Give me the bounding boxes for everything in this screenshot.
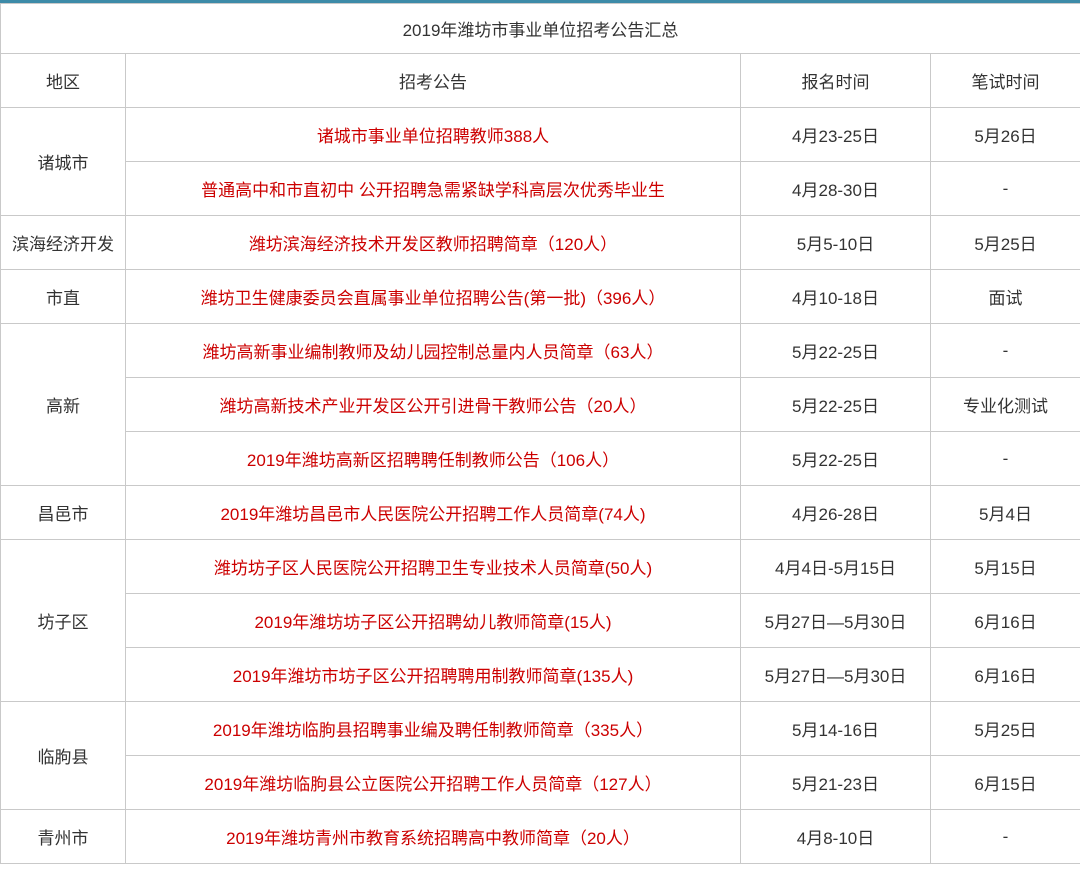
signup-date-cell: 5月14-16日 — [741, 702, 931, 756]
table-row: 2019年潍坊市坊子区公开招聘聘用制教师简章(135人) 5月27日—5月30日6… — [1, 648, 1080, 702]
notice-link[interactable]: 2019年潍坊临朐县招聘事业编及聘任制教师简章（335人） — [213, 721, 653, 740]
signup-date-cell: 4月23-25日 — [741, 108, 931, 162]
notice-link[interactable]: 普通高中和市直初中 公开招聘急需紧缺学科高层次优秀毕业生 — [201, 181, 665, 200]
region-cell: 青州市 — [1, 810, 126, 864]
notice-cell: 诸城市事业单位招聘教师388人 — [126, 108, 741, 162]
notice-link[interactable]: 2019年潍坊青州市教育系统招聘高中教师简章（20人） — [226, 829, 640, 848]
table-row: 高新潍坊高新事业编制教师及幼儿园控制总量内人员简章（63人）5月22-25日- — [1, 324, 1080, 378]
exam-date-cell: 6月16日 — [931, 594, 1080, 648]
signup-date-cell: 5月27日—5月30日 — [741, 648, 931, 702]
notice-cell: 2019年潍坊昌邑市人民医院公开招聘工作人员简章(74人) — [126, 486, 741, 540]
exam-date-cell: - — [931, 432, 1080, 486]
notice-cell: 2019年潍坊市坊子区公开招聘聘用制教师简章(135人) — [126, 648, 741, 702]
exam-date-cell: 专业化测试 — [931, 378, 1080, 432]
table-row: 普通高中和市直初中 公开招聘急需紧缺学科高层次优秀毕业生 4月28-30日- — [1, 162, 1080, 216]
exam-date-cell: - — [931, 810, 1080, 864]
notice-link[interactable]: 2019年潍坊高新区招聘聘任制教师公告（106人） — [247, 451, 619, 470]
notice-link[interactable]: 潍坊坊子区人民医院公开招聘卫生专业技术人员简章(50人) — [214, 559, 652, 578]
region-cell: 滨海经济开发 — [1, 216, 126, 270]
recruitment-table-wrapper: 2019年潍坊市事业单位招考公告汇总 地区 招考公告 报名时间 笔试时间 诸城市… — [0, 0, 1080, 864]
notice-link[interactable]: 潍坊高新技术产业开发区公开引进骨干教师公告（20人） — [220, 397, 647, 416]
notice-link[interactable]: 潍坊高新事业编制教师及幼儿园控制总量内人员简章（63人） — [203, 343, 664, 362]
table-row: 昌邑市 2019年潍坊昌邑市人民医院公开招聘工作人员简章(74人) 4月26-28日… — [1, 486, 1080, 540]
exam-date-cell: 6月15日 — [931, 756, 1080, 810]
region-cell: 诸城市 — [1, 108, 126, 216]
region-cell: 坊子区 — [1, 540, 126, 702]
notice-link[interactable]: 2019年潍坊坊子区公开招聘幼儿教师简章(15人) — [254, 613, 611, 632]
notice-cell: 潍坊坊子区人民医院公开招聘卫生专业技术人员简章(50人) — [126, 540, 741, 594]
table-title: 2019年潍坊市事业单位招考公告汇总 — [1, 4, 1080, 54]
table-row: 临朐县2019年潍坊临朐县招聘事业编及聘任制教师简章（335人）5月14-16日… — [1, 702, 1080, 756]
notice-link[interactable]: 2019年潍坊临朐县公立医院公开招聘工作人员简章（127人） — [204, 775, 661, 794]
signup-date-cell: 5月21-23日 — [741, 756, 931, 810]
exam-date-cell: 6月16日 — [931, 648, 1080, 702]
signup-date-cell: 4月26-28日 — [741, 486, 931, 540]
signup-date-cell: 5月22-25日 — [741, 432, 931, 486]
notice-cell: 2019年潍坊青州市教育系统招聘高中教师简章（20人） — [126, 810, 741, 864]
exam-date-cell: 面试 — [931, 270, 1080, 324]
exam-date-cell: 5月26日 — [931, 108, 1080, 162]
notice-cell: 2019年潍坊临朐县招聘事业编及聘任制教师简章（335人） — [126, 702, 741, 756]
region-cell: 高新 — [1, 324, 126, 486]
notice-cell: 2019年潍坊高新区招聘聘任制教师公告（106人） — [126, 432, 741, 486]
notice-link[interactable]: 2019年潍坊昌邑市人民医院公开招聘工作人员简章(74人) — [220, 505, 645, 524]
signup-date-cell: 4月8-10日 — [741, 810, 931, 864]
region-cell: 昌邑市 — [1, 486, 126, 540]
exam-date-cell: - — [931, 324, 1080, 378]
table-row: 坊子区潍坊坊子区人民医院公开招聘卫生专业技术人员简章(50人)4月4日-5月15… — [1, 540, 1080, 594]
table-row: 2019年潍坊坊子区公开招聘幼儿教师简章(15人) 5月27日—5月30日6月16… — [1, 594, 1080, 648]
signup-date-cell: 4月4日-5月15日 — [741, 540, 931, 594]
header-signup: 报名时间 — [741, 54, 931, 108]
notice-cell: 潍坊高新技术产业开发区公开引进骨干教师公告（20人） — [126, 378, 741, 432]
table-header-row: 地区 招考公告 报名时间 笔试时间 — [1, 54, 1080, 108]
exam-date-cell: 5月4日 — [931, 486, 1080, 540]
signup-date-cell: 5月27日—5月30日 — [741, 594, 931, 648]
table-row: 滨海经济开发 潍坊滨海经济技术开发区教师招聘简章（120人） 5月5-10日5月25… — [1, 216, 1080, 270]
notice-link[interactable]: 潍坊滨海经济技术开发区教师招聘简章（120人） — [249, 235, 617, 254]
table-row: 2019年潍坊临朐县公立医院公开招聘工作人员简章（127人） 5月21-23日6月… — [1, 756, 1080, 810]
region-cell: 临朐县 — [1, 702, 126, 810]
table-row: 潍坊高新技术产业开发区公开引进骨干教师公告（20人） 5月22-25日专业化测试 — [1, 378, 1080, 432]
notice-cell: 2019年潍坊临朐县公立医院公开招聘工作人员简章（127人） — [126, 756, 741, 810]
notice-cell: 潍坊卫生健康委员会直属事业单位招聘公告(第一批)（396人） — [126, 270, 741, 324]
table-row: 2019年潍坊高新区招聘聘任制教师公告（106人） 5月22-25日- — [1, 432, 1080, 486]
table-title-row: 2019年潍坊市事业单位招考公告汇总 — [1, 4, 1080, 54]
notice-link[interactable]: 2019年潍坊市坊子区公开招聘聘用制教师简章(135人) — [233, 667, 634, 686]
signup-date-cell: 4月10-18日 — [741, 270, 931, 324]
notice-cell: 普通高中和市直初中 公开招聘急需紧缺学科高层次优秀毕业生 — [126, 162, 741, 216]
signup-date-cell: 5月22-25日 — [741, 324, 931, 378]
header-region: 地区 — [1, 54, 126, 108]
signup-date-cell: 5月5-10日 — [741, 216, 931, 270]
table-row: 诸城市诸城市事业单位招聘教师388人4月23-25日5月26日 — [1, 108, 1080, 162]
header-notice: 招考公告 — [126, 54, 741, 108]
exam-date-cell: 5月25日 — [931, 702, 1080, 756]
notice-link[interactable]: 潍坊卫生健康委员会直属事业单位招聘公告(第一批)（396人） — [201, 289, 666, 308]
notice-cell: 潍坊高新事业编制教师及幼儿园控制总量内人员简章（63人） — [126, 324, 741, 378]
notice-cell: 潍坊滨海经济技术开发区教师招聘简章（120人） — [126, 216, 741, 270]
header-exam: 笔试时间 — [931, 54, 1080, 108]
table-row: 市直 潍坊卫生健康委员会直属事业单位招聘公告(第一批)（396人） 4月10-18日… — [1, 270, 1080, 324]
notice-link[interactable]: 诸城市事业单位招聘教师388人 — [317, 127, 549, 146]
exam-date-cell: - — [931, 162, 1080, 216]
exam-date-cell: 5月25日 — [931, 216, 1080, 270]
region-cell: 市直 — [1, 270, 126, 324]
table-row: 青州市 2019年潍坊青州市教育系统招聘高中教师简章（20人） 4月8-10日- — [1, 810, 1080, 864]
notice-cell: 2019年潍坊坊子区公开招聘幼儿教师简章(15人) — [126, 594, 741, 648]
exam-date-cell: 5月15日 — [931, 540, 1080, 594]
signup-date-cell: 5月22-25日 — [741, 378, 931, 432]
signup-date-cell: 4月28-30日 — [741, 162, 931, 216]
recruitment-table: 2019年潍坊市事业单位招考公告汇总 地区 招考公告 报名时间 笔试时间 诸城市… — [0, 3, 1080, 864]
